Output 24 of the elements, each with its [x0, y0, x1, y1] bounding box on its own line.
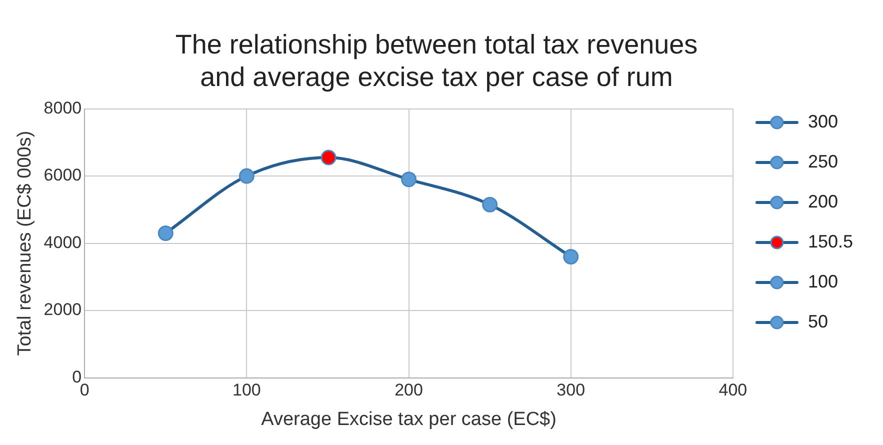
y-tick-label: 0: [72, 367, 82, 386]
y-tick-label: 8000: [44, 98, 82, 118]
y-axis-title: Total revenues (EC$ 000s): [14, 130, 36, 356]
x-tick-label: 100: [232, 380, 261, 400]
point: [563, 249, 579, 264]
legend-label: 150.5: [808, 231, 854, 252]
point: [482, 196, 498, 212]
legend-label: 250: [808, 151, 838, 172]
legend-label: 100: [808, 271, 838, 292]
legend-label: 50: [808, 311, 828, 332]
point: [238, 168, 254, 184]
legend-label: 300: [808, 111, 838, 132]
legend-label: 200: [808, 191, 838, 212]
point: [320, 150, 336, 166]
y-tick-label: 4000: [44, 232, 82, 252]
y-tick-label: 6000: [44, 166, 82, 185]
point: [401, 172, 417, 188]
x-tick-label: 300: [556, 380, 586, 400]
point: [158, 225, 174, 241]
x-tick-label: 400: [718, 380, 748, 400]
y-tick-label: 2000: [44, 300, 82, 320]
x-tick-label: 200: [394, 380, 423, 400]
chart-title: The relationship between total tax revenues and average excise tax per case of rum: [175, 30, 698, 92]
x-axis-title: Average Excise tax per case (EC$): [261, 408, 556, 430]
